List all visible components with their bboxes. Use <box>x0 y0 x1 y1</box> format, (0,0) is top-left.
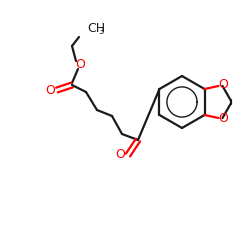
Text: O: O <box>115 148 125 162</box>
Text: O: O <box>218 112 228 126</box>
Text: 3: 3 <box>98 26 103 36</box>
Text: O: O <box>75 58 85 71</box>
Text: O: O <box>218 78 228 92</box>
Text: CH: CH <box>87 22 105 35</box>
Text: O: O <box>45 84 55 96</box>
